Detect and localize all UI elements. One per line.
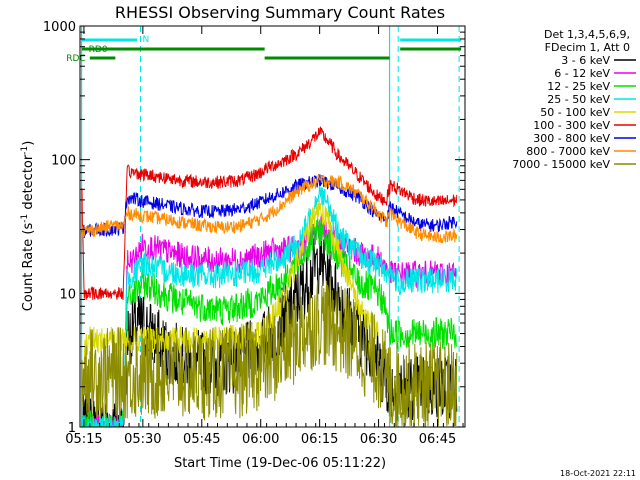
flag-label-0: N: [142, 35, 149, 45]
legend-label-1: 6 - 12 keV: [554, 67, 610, 80]
legend: Det 1,3,4,5,6,9, FDecim 1, Att 0 3 - 6 k…: [512, 28, 636, 171]
x-tick-label-3: 06:00: [242, 432, 279, 447]
legend-label-7: 800 - 7000 keV: [526, 145, 610, 158]
legend-label-5: 100 - 300 keV: [533, 119, 610, 132]
legend-label-0: 3 - 6 keV: [561, 54, 610, 67]
y-label-part-2: detector: [21, 154, 36, 214]
series-line-1: [81, 216, 458, 428]
y-tick-label-0: 1: [68, 421, 76, 436]
series-line-7: [81, 174, 458, 244]
legend-label-3: 25 - 50 keV: [547, 93, 610, 106]
series-line-6: [81, 174, 458, 239]
flag-label-1: RD0: [89, 45, 108, 55]
series-line-3: [81, 179, 458, 428]
observing-flags: N RD0 RDC: [66, 35, 462, 64]
y-label-sup-1: -1: [20, 214, 30, 223]
series-lines: [81, 126, 458, 428]
plot-frame: [79, 25, 466, 428]
y-tick-label-3: 1000: [43, 20, 76, 35]
series-line-2: [81, 216, 458, 428]
y-tick-label-1: 10: [59, 287, 76, 302]
x-tick-label-4: 06:15: [301, 432, 338, 447]
y-axis-label: Count Rate (s-1 detector-1): [20, 141, 36, 312]
legend-label-2: 12 - 25 keV: [547, 80, 610, 93]
y-label-part-3: ): [21, 141, 36, 146]
y-label-part-1: Count Rate (s: [21, 223, 36, 312]
chart-title: RHESSI Observing Summary Count Rates: [115, 3, 445, 22]
legend-label-4: 50 - 100 keV: [540, 106, 610, 119]
y-tick-label-2: 100: [51, 154, 76, 169]
x-tick-label-1: 05:30: [124, 432, 161, 447]
series-line-8: [81, 276, 458, 428]
legend-header-line-1: Det 1,3,4,5,6,9,: [544, 28, 630, 41]
x-tick-label-5: 06:30: [360, 432, 397, 447]
x-tick-label-2: 05:45: [183, 432, 220, 447]
legend-header-line-2: FDecim 1, Att 0: [545, 41, 630, 54]
y-label-sup-2: -1: [20, 146, 30, 155]
legend-label-8: 7000 - 15000 keV: [512, 158, 610, 171]
axes: 05:15 05:30 05:45 06:00 06:15 06:30 06:45 1 10 10…: [43, 20, 465, 447]
series-line-5: [81, 126, 458, 300]
legend-label-6: 300 - 800 keV: [533, 132, 610, 145]
x-tick-label-6: 06:45: [419, 432, 456, 447]
x-axis-label: Start Time (19-Dec-06 05:11:22): [174, 456, 386, 471]
x-tick-label-0: 05:15: [65, 432, 102, 447]
footer-timestamp: 18-Oct-2021 22:11: [560, 469, 636, 478]
flag-label-2: RDC: [66, 54, 85, 64]
